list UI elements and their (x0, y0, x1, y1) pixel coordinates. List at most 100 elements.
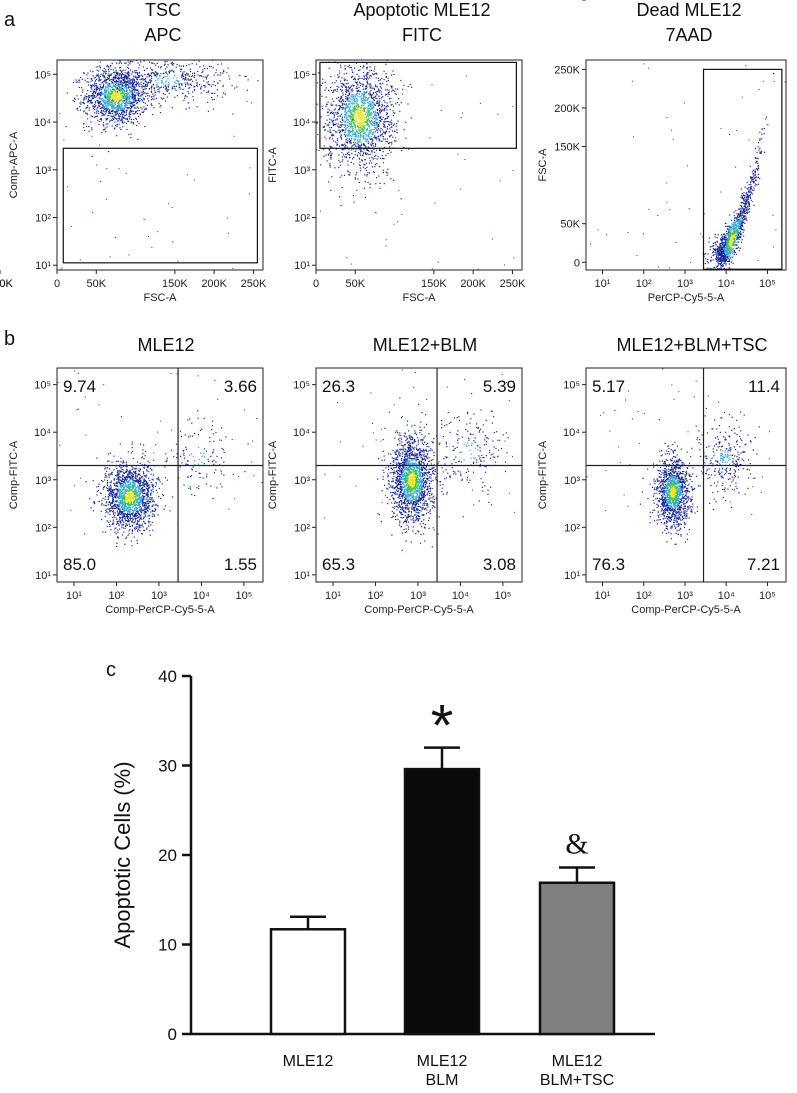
event-dot (349, 110, 351, 112)
event-dot (733, 242, 735, 244)
event-dot (359, 124, 362, 126)
flow-plots: TSCAPC050K100K150K200K250K10¹10²10³10⁴10… (0, 0, 787, 616)
event-dot (92, 71, 94, 73)
event-dot (338, 166, 340, 168)
event-dot (115, 106, 117, 108)
event-dot (725, 257, 727, 259)
event-dot (119, 95, 121, 97)
event-dot (329, 131, 331, 133)
event-dot (176, 77, 178, 79)
event-dot (372, 140, 374, 142)
events (590, 63, 786, 270)
event-dot (131, 110, 133, 112)
event-dot (720, 250, 722, 252)
event-dot (135, 94, 137, 96)
event-dot (343, 133, 345, 136)
event-dot (120, 95, 123, 97)
event-dot (94, 96, 96, 98)
event-dot (118, 108, 120, 110)
event-dot (119, 98, 121, 100)
event-dot (369, 91, 371, 93)
event-dot (345, 97, 347, 100)
event-dot (730, 228, 732, 230)
event-dot (102, 69, 104, 72)
event-dot (157, 231, 159, 233)
event-dot (351, 109, 353, 111)
event-dot (375, 154, 377, 156)
event-dot (216, 95, 218, 97)
event-dot (734, 217, 736, 219)
event-dot (300, 90, 301, 91)
event-dot (124, 89, 126, 92)
event-dot (381, 106, 383, 108)
event-dot (123, 76, 125, 78)
event-dot (321, 82, 324, 84)
event-dot (347, 122, 349, 124)
event-dot (720, 246, 722, 248)
event-dot (74, 98, 76, 100)
event-dot (211, 99, 213, 101)
event-dot (754, 179, 757, 181)
event-dot (400, 198, 402, 200)
event-dot (761, 133, 763, 135)
event-dot (121, 105, 123, 107)
event-dot (111, 92, 113, 94)
event-dot (189, 87, 191, 89)
event-dot (460, 188, 462, 190)
event-dot (176, 79, 178, 81)
event-dot (729, 226, 731, 228)
event-dot (349, 112, 351, 114)
event-dot (184, 82, 186, 84)
event-dot (724, 254, 726, 256)
event-dot (374, 66, 376, 68)
event-dot (381, 134, 383, 136)
event-dot (352, 110, 354, 112)
event-dot (729, 249, 731, 251)
event-dot (111, 99, 114, 101)
event-dot (429, 137, 431, 139)
event-dot (343, 144, 345, 146)
event-dot (369, 87, 371, 89)
event-dot (140, 94, 142, 97)
event-dot (379, 148, 381, 151)
event-dot (731, 249, 733, 251)
event-dot (353, 85, 355, 87)
event-dot (717, 265, 719, 267)
event-dot (363, 117, 365, 119)
event-dot (104, 71, 106, 73)
event-dot (145, 81, 148, 83)
event-dot (124, 98, 126, 100)
event-dot (178, 83, 180, 85)
event-dot (207, 74, 209, 76)
event-dot (341, 149, 343, 151)
event-dot (366, 149, 368, 151)
event-dot (108, 70, 110, 72)
event-dot (364, 181, 366, 183)
event-dot (128, 82, 130, 84)
event-dot (333, 100, 335, 102)
event-dot (749, 189, 751, 191)
event-dot (341, 99, 343, 101)
event-dot (744, 196, 746, 198)
event-dot (118, 89, 121, 91)
event-dot (110, 92, 112, 94)
event-dot (346, 97, 348, 99)
event-dot (392, 110, 394, 112)
event-dot (341, 119, 344, 121)
event-dot (389, 128, 391, 130)
event-dot (738, 223, 741, 226)
event-dot (734, 230, 736, 232)
event-dot (741, 222, 743, 225)
event-dot (363, 144, 365, 146)
event-dot (123, 92, 125, 94)
event-dot (186, 48, 187, 49)
event-dot (212, 92, 214, 94)
event-dot (340, 204, 342, 207)
event-dot (743, 209, 745, 211)
event-dot (375, 114, 377, 116)
event-dot (129, 107, 131, 109)
event-dot (358, 181, 360, 183)
event-dot (73, 101, 76, 103)
event-dot (113, 82, 115, 84)
event-dot (135, 118, 138, 120)
